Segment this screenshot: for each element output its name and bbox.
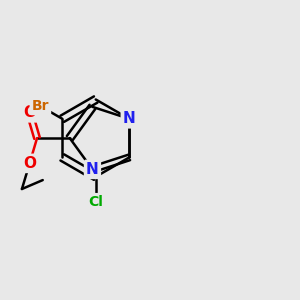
Text: N: N [86, 162, 99, 177]
Text: N: N [123, 111, 136, 126]
Text: O: O [23, 105, 36, 120]
Text: Cl: Cl [88, 195, 103, 209]
Text: Br: Br [32, 99, 49, 113]
Text: O: O [23, 156, 36, 171]
